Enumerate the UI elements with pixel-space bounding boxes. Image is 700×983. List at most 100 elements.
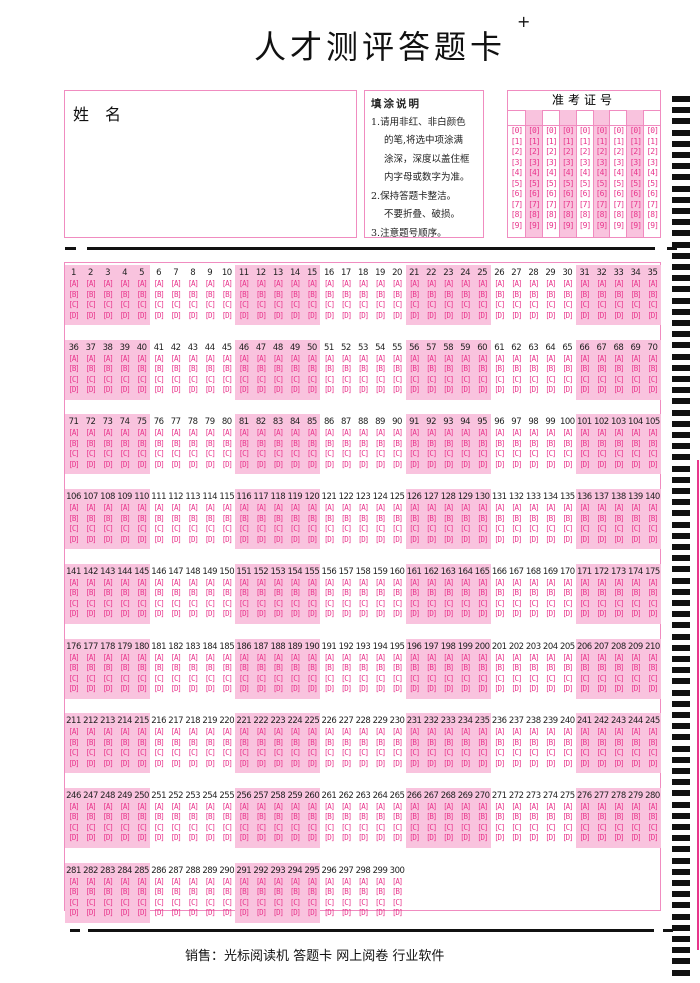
digit-bubble-7[interactable]: [7] xyxy=(528,199,540,209)
digit-bubble-6[interactable]: [6] xyxy=(578,189,591,198)
option-bubble-A[interactable]: [A] xyxy=(238,801,250,811)
option-bubble-D[interactable]: [D] xyxy=(68,684,80,693)
option-bubble-C[interactable]: [C] xyxy=(102,374,114,384)
option-bubble-C[interactable]: [C] xyxy=(85,300,97,309)
option-bubble-D[interactable]: [D] xyxy=(613,310,624,320)
option-bubble-A[interactable]: [A] xyxy=(528,353,539,363)
option-bubble-C[interactable]: [C] xyxy=(630,524,641,534)
option-bubble-C[interactable]: [C] xyxy=(443,374,454,384)
option-bubble-A[interactable]: [A] xyxy=(443,353,454,363)
option-bubble-D[interactable]: [D] xyxy=(460,833,471,843)
option-bubble-C[interactable]: [C] xyxy=(255,673,267,683)
option-bubble-D[interactable]: [D] xyxy=(647,385,658,395)
option-bubble-A[interactable]: [A] xyxy=(340,353,352,363)
option-bubble-B[interactable]: [B] xyxy=(204,588,216,598)
digit-bubble-3[interactable]: [3] xyxy=(646,157,658,167)
option-bubble-A[interactable]: [A] xyxy=(119,727,131,737)
option-bubble-C[interactable]: [C] xyxy=(136,897,148,907)
option-bubble-D[interactable]: [D] xyxy=(323,609,335,619)
option-bubble-C[interactable]: [C] xyxy=(85,897,97,907)
option-bubble-A[interactable]: [A] xyxy=(170,801,182,811)
digit-bubble-8[interactable]: [8] xyxy=(595,210,608,219)
option-bubble-A[interactable]: [A] xyxy=(443,279,454,288)
option-bubble-D[interactable]: [D] xyxy=(272,459,284,469)
option-bubble-A[interactable]: [A] xyxy=(562,428,573,438)
option-bubble-B[interactable]: [B] xyxy=(392,588,403,598)
option-bubble-C[interactable]: [C] xyxy=(306,374,318,384)
option-bubble-D[interactable]: [D] xyxy=(596,534,607,544)
option-bubble-B[interactable]: [B] xyxy=(306,663,318,672)
option-bubble-A[interactable]: [A] xyxy=(323,727,335,737)
option-bubble-B[interactable]: [B] xyxy=(596,737,607,747)
option-bubble-C[interactable]: [C] xyxy=(511,598,522,608)
option-bubble-A[interactable]: [A] xyxy=(204,503,216,513)
option-bubble-A[interactable]: [A] xyxy=(323,801,335,811)
option-bubble-B[interactable]: [B] xyxy=(323,663,335,672)
option-bubble-C[interactable]: [C] xyxy=(221,449,233,459)
option-bubble-C[interactable]: [C] xyxy=(170,673,182,683)
option-bubble-C[interactable]: [C] xyxy=(528,374,539,384)
option-bubble-D[interactable]: [D] xyxy=(136,310,148,320)
option-bubble-B[interactable]: [B] xyxy=(647,364,658,374)
option-bubble-A[interactable]: [A] xyxy=(477,279,488,288)
option-bubble-A[interactable]: [A] xyxy=(562,727,573,737)
option-bubble-C[interactable]: [C] xyxy=(238,374,250,384)
option-bubble-A[interactable]: [A] xyxy=(272,353,284,363)
option-bubble-A[interactable]: [A] xyxy=(119,652,131,662)
option-bubble-C[interactable]: [C] xyxy=(204,300,216,309)
option-bubble-A[interactable]: [A] xyxy=(102,577,114,587)
option-bubble-B[interactable]: [B] xyxy=(306,887,318,897)
option-bubble-D[interactable]: [D] xyxy=(443,534,454,544)
option-bubble-B[interactable]: [B] xyxy=(323,812,335,822)
option-bubble-D[interactable]: [D] xyxy=(392,609,403,619)
option-bubble-B[interactable]: [B] xyxy=(528,737,539,747)
option-bubble-A[interactable]: [A] xyxy=(460,577,471,587)
option-bubble-A[interactable]: [A] xyxy=(528,428,539,438)
option-bubble-D[interactable]: [D] xyxy=(528,459,539,469)
option-bubble-A[interactable]: [A] xyxy=(221,353,233,363)
option-bubble-B[interactable]: [B] xyxy=(136,364,148,374)
option-bubble-B[interactable]: [B] xyxy=(409,438,420,448)
digit-bubble-0[interactable]: [0] xyxy=(578,126,591,135)
option-bubble-C[interactable]: [C] xyxy=(375,300,386,309)
option-bubble-B[interactable]: [B] xyxy=(630,513,641,523)
option-bubble-D[interactable]: [D] xyxy=(289,758,301,768)
option-bubble-A[interactable]: [A] xyxy=(153,876,165,886)
option-bubble-B[interactable]: [B] xyxy=(596,663,607,672)
option-bubble-B[interactable]: [B] xyxy=(511,812,522,822)
option-bubble-B[interactable]: [B] xyxy=(221,364,233,374)
option-bubble-A[interactable]: [A] xyxy=(460,652,471,662)
option-bubble-B[interactable]: [B] xyxy=(340,887,352,897)
option-bubble-A[interactable]: [A] xyxy=(596,801,607,811)
option-bubble-C[interactable]: [C] xyxy=(613,748,624,758)
option-bubble-B[interactable]: [B] xyxy=(426,438,437,448)
option-bubble-A[interactable]: [A] xyxy=(289,503,301,513)
option-bubble-D[interactable]: [D] xyxy=(647,758,658,768)
option-bubble-B[interactable]: [B] xyxy=(613,588,624,598)
option-bubble-B[interactable]: [B] xyxy=(323,289,335,299)
option-bubble-B[interactable]: [B] xyxy=(460,438,471,448)
option-bubble-B[interactable]: [B] xyxy=(511,663,522,672)
option-bubble-D[interactable]: [D] xyxy=(511,609,522,619)
option-bubble-B[interactable]: [B] xyxy=(272,588,284,598)
option-bubble-C[interactable]: [C] xyxy=(340,673,352,683)
option-bubble-D[interactable]: [D] xyxy=(579,833,590,843)
digit-bubble-3[interactable]: [3] xyxy=(612,157,625,167)
option-bubble-D[interactable]: [D] xyxy=(238,833,250,843)
option-bubble-A[interactable]: [A] xyxy=(221,801,233,811)
option-bubble-C[interactable]: [C] xyxy=(647,374,658,384)
option-bubble-C[interactable]: [C] xyxy=(204,524,216,534)
option-bubble-D[interactable]: [D] xyxy=(170,908,182,918)
option-bubble-C[interactable]: [C] xyxy=(511,822,522,832)
option-bubble-C[interactable]: [C] xyxy=(153,374,165,384)
option-bubble-D[interactable]: [D] xyxy=(238,684,250,693)
option-bubble-B[interactable]: [B] xyxy=(136,812,148,822)
option-bubble-A[interactable]: [A] xyxy=(375,428,386,438)
option-bubble-A[interactable]: [A] xyxy=(187,503,199,513)
option-bubble-B[interactable]: [B] xyxy=(306,438,318,448)
option-bubble-A[interactable]: [A] xyxy=(204,652,216,662)
option-bubble-A[interactable]: [A] xyxy=(511,727,522,737)
digit-bubble-5[interactable]: [5] xyxy=(545,178,557,188)
option-bubble-C[interactable]: [C] xyxy=(545,673,556,683)
option-bubble-B[interactable]: [B] xyxy=(545,438,556,448)
